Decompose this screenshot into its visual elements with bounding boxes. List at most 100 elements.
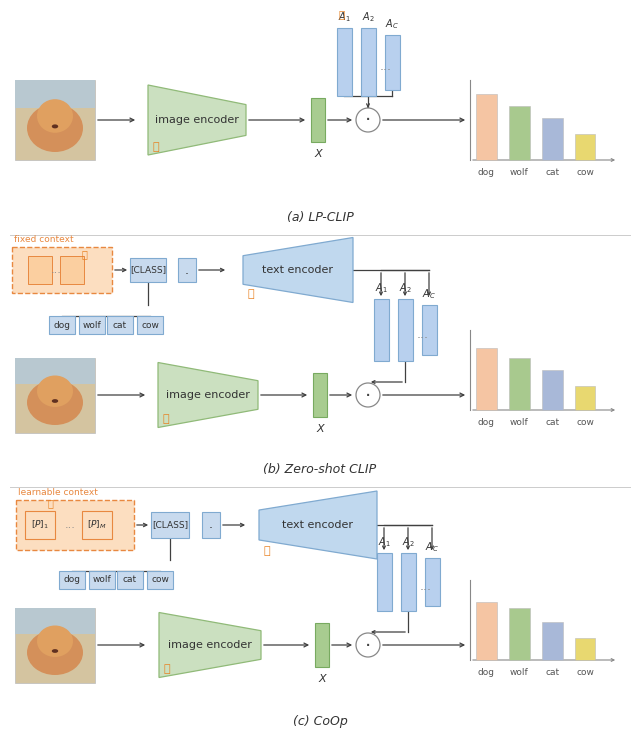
Bar xyxy=(15,80,95,108)
Bar xyxy=(376,553,392,611)
Text: wolf: wolf xyxy=(93,576,111,585)
Text: $[P]_1$: $[P]_1$ xyxy=(31,519,49,531)
Bar xyxy=(137,316,163,334)
Text: image encoder: image encoder xyxy=(166,390,250,400)
Polygon shape xyxy=(148,85,246,155)
Bar xyxy=(385,35,399,89)
Ellipse shape xyxy=(27,104,83,152)
Text: .: . xyxy=(185,264,189,276)
Text: $A_C$: $A_C$ xyxy=(385,17,399,30)
Text: cat: cat xyxy=(545,668,559,677)
Ellipse shape xyxy=(52,124,58,129)
Text: cow: cow xyxy=(576,168,594,177)
Bar xyxy=(60,256,84,284)
Text: cow: cow xyxy=(576,418,594,427)
Text: ...: ... xyxy=(51,265,61,275)
Bar xyxy=(476,95,497,160)
Circle shape xyxy=(356,633,380,657)
Text: 🔓: 🔓 xyxy=(163,415,170,424)
Circle shape xyxy=(356,108,380,132)
Text: dog: dog xyxy=(478,668,495,677)
Bar xyxy=(311,98,325,142)
Text: ...: ... xyxy=(380,61,392,73)
Ellipse shape xyxy=(27,630,83,675)
Text: ...: ... xyxy=(65,520,76,530)
Text: 🔓: 🔓 xyxy=(164,664,170,675)
Text: dog: dog xyxy=(54,321,70,330)
Text: ·: · xyxy=(365,386,371,406)
Text: ...: ... xyxy=(420,581,432,593)
Bar xyxy=(313,373,327,417)
Bar xyxy=(59,571,85,589)
Text: (c) CoOp: (c) CoOp xyxy=(292,715,348,729)
Text: 🔓: 🔓 xyxy=(248,290,254,299)
Text: (b) Zero-shot CLIP: (b) Zero-shot CLIP xyxy=(264,463,376,477)
Bar xyxy=(337,28,351,96)
Text: cat: cat xyxy=(123,576,137,585)
Text: text encoder: text encoder xyxy=(262,265,333,275)
Text: [CLASS]: [CLASS] xyxy=(130,265,166,274)
Text: wolf: wolf xyxy=(83,321,101,330)
Bar xyxy=(15,607,95,634)
Text: 🔓: 🔓 xyxy=(47,498,53,508)
Bar xyxy=(542,370,563,410)
Text: cat: cat xyxy=(545,418,559,427)
Polygon shape xyxy=(158,363,258,427)
Bar xyxy=(509,106,530,160)
Text: wolf: wolf xyxy=(510,418,529,427)
Bar xyxy=(12,247,112,293)
Polygon shape xyxy=(259,491,377,559)
Bar xyxy=(15,358,95,384)
Text: image encoder: image encoder xyxy=(155,115,239,125)
Ellipse shape xyxy=(52,649,58,653)
Text: cow: cow xyxy=(151,576,169,585)
Bar xyxy=(575,638,595,660)
Text: dog: dog xyxy=(63,576,81,585)
Bar xyxy=(89,571,115,589)
Text: cow: cow xyxy=(141,321,159,330)
Text: ·: · xyxy=(365,636,371,655)
Bar xyxy=(15,607,95,683)
Bar xyxy=(117,571,143,589)
Bar xyxy=(422,305,436,355)
Text: X: X xyxy=(314,149,322,159)
Bar xyxy=(424,558,440,606)
Text: [CLASS]: [CLASS] xyxy=(152,520,188,530)
Ellipse shape xyxy=(52,399,58,403)
Text: 🔓: 🔓 xyxy=(81,249,87,259)
Bar xyxy=(16,500,134,550)
Bar xyxy=(15,358,95,432)
Text: $A_2$: $A_2$ xyxy=(362,10,374,24)
Bar xyxy=(575,134,595,160)
Ellipse shape xyxy=(27,380,83,425)
Text: ...: ... xyxy=(417,329,429,341)
Text: $A_C$: $A_C$ xyxy=(425,540,439,554)
Bar xyxy=(542,118,563,160)
Bar xyxy=(202,512,220,538)
Ellipse shape xyxy=(37,99,73,133)
Bar xyxy=(509,608,530,660)
Bar xyxy=(107,316,133,334)
Text: 🔓: 🔓 xyxy=(264,546,270,556)
Bar xyxy=(151,512,189,538)
Text: learnable context: learnable context xyxy=(18,488,98,497)
Bar xyxy=(25,511,55,539)
Text: .: . xyxy=(209,519,213,531)
Bar xyxy=(476,347,497,410)
Polygon shape xyxy=(243,237,353,302)
Text: wolf: wolf xyxy=(510,168,529,177)
Bar xyxy=(82,511,112,539)
Bar xyxy=(147,571,173,589)
Bar xyxy=(374,299,388,361)
Text: 🔓: 🔓 xyxy=(339,9,345,19)
Text: $A_1$: $A_1$ xyxy=(374,282,387,295)
Bar xyxy=(130,258,166,282)
Bar xyxy=(360,28,376,96)
Text: fixed context: fixed context xyxy=(14,235,74,244)
Text: $A_1$: $A_1$ xyxy=(338,10,350,24)
Text: dog: dog xyxy=(478,168,495,177)
Polygon shape xyxy=(159,613,261,678)
Ellipse shape xyxy=(37,625,73,657)
Bar xyxy=(15,80,95,160)
Bar xyxy=(315,623,329,667)
